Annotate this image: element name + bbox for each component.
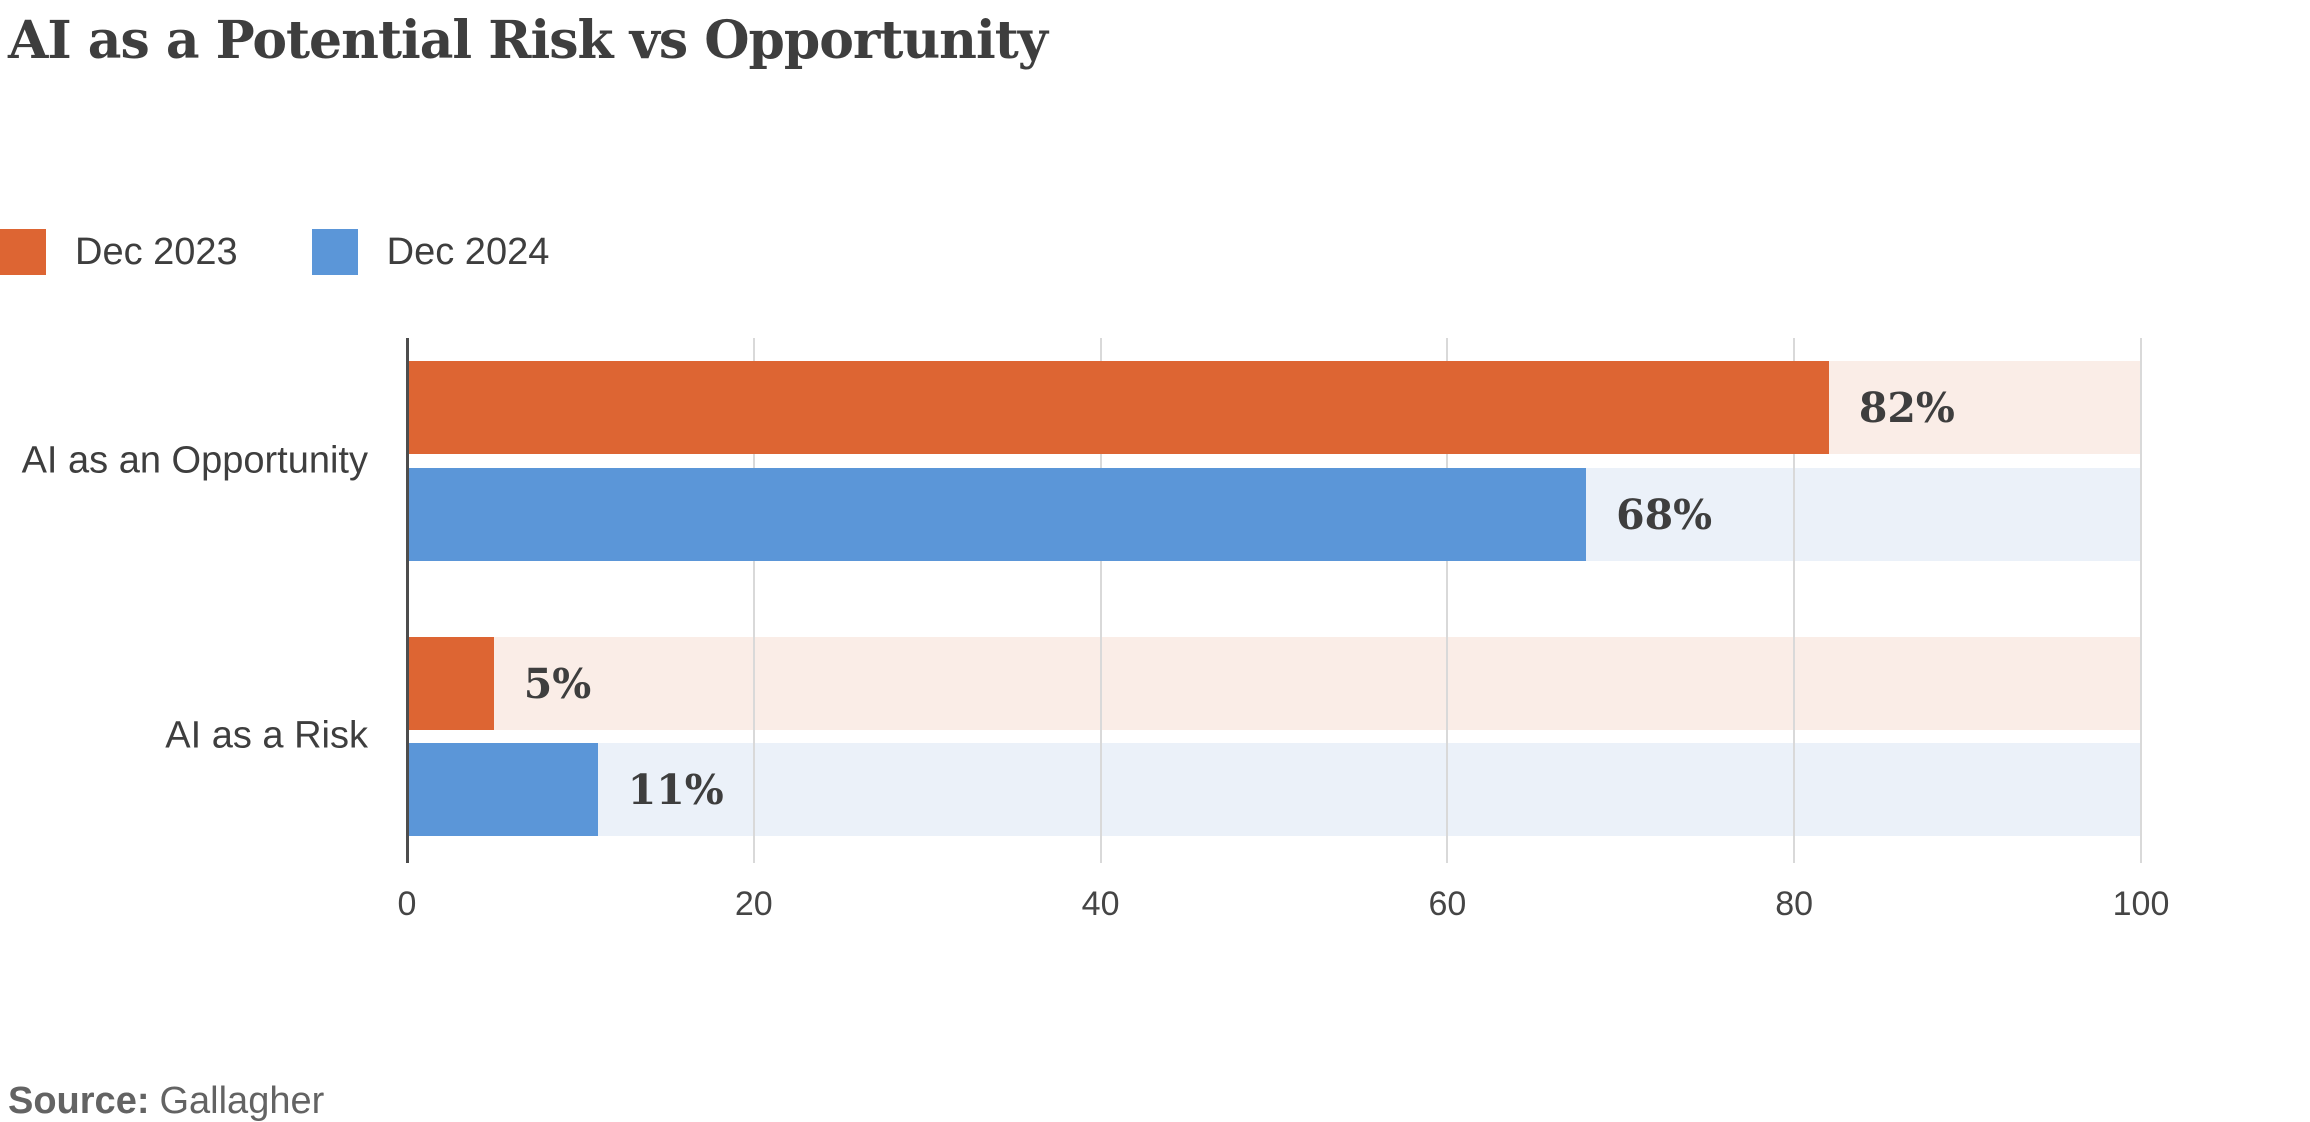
bar-row: 68% (407, 468, 2141, 561)
legend-item-label: Dec 2024 (386, 230, 550, 273)
bar (407, 743, 598, 836)
x-tick-label: 60 (1428, 885, 1467, 923)
page-title: AI as a Potential Risk vs Opportunity (8, 10, 1048, 71)
legend-item: Dec 2023 (0, 229, 238, 275)
x-tick-label: 100 (2112, 885, 2170, 923)
legend-swatch (311, 229, 358, 275)
bar-value-label: 5% (523, 659, 592, 708)
source-value: Gallagher (159, 1080, 325, 1122)
legend-swatch (0, 229, 46, 275)
x-tick-label: 20 (734, 885, 773, 923)
bar-row: 11% (407, 743, 2141, 836)
gridline (752, 338, 755, 863)
gridline (1793, 338, 1796, 863)
legend-item-label: Dec 2023 (75, 230, 238, 273)
bar-value-label: 11% (627, 765, 724, 814)
gridline (1446, 338, 1449, 863)
category-label: AI as an Opportunity (21, 439, 368, 482)
y-axis-line (406, 338, 409, 863)
category-label: AI as a Risk (165, 714, 368, 757)
legend-item: Dec 2024 (311, 229, 550, 275)
source-label: Source: (8, 1080, 150, 1122)
bar-track (407, 637, 2141, 730)
bar (407, 468, 1587, 561)
x-tick-label: 80 (1775, 885, 1814, 923)
gridline (1099, 338, 1102, 863)
bar-value-label: 68% (1616, 490, 1713, 539)
x-tick-label: 40 (1081, 885, 1120, 923)
bar-track (407, 743, 2141, 836)
bar-row: 5% (407, 637, 2141, 730)
plot-area: 82% 68% 5% 11% (406, 338, 2142, 863)
source-note: Source: Gallagher (8, 1080, 324, 1122)
legend: Dec 2023 Dec 2024 (0, 229, 549, 275)
bar (407, 361, 1829, 454)
x-tick-label: 0 (397, 885, 417, 923)
bar-value-label: 82% (1858, 383, 1955, 432)
bar-row: 82% (407, 361, 2141, 454)
gridline (2140, 338, 2142, 863)
bar (407, 637, 494, 730)
